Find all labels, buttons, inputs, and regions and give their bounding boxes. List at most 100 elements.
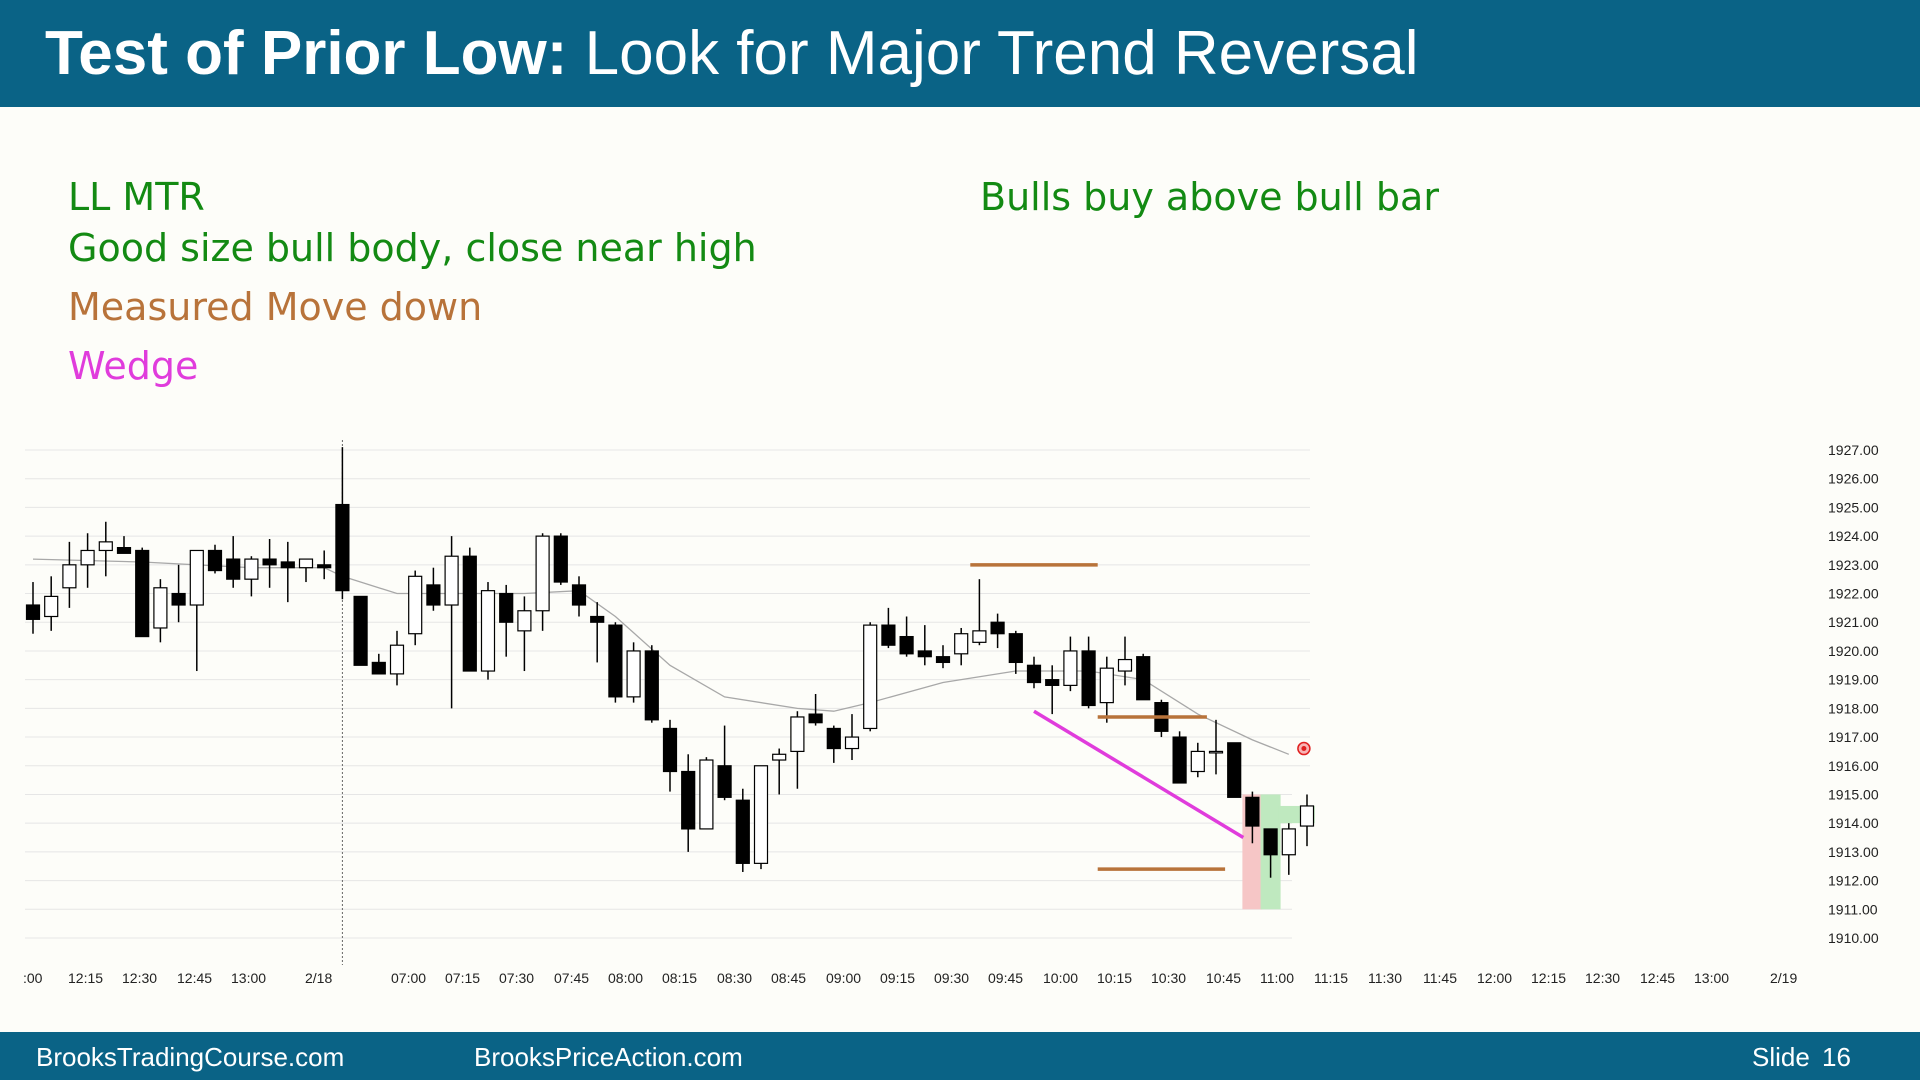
bull-body-note: Good size bull body, close near high (68, 226, 757, 270)
bear-candle (262, 538, 277, 588)
bear-candle (462, 547, 477, 672)
candle-body (317, 564, 332, 569)
slide-footer: BrooksTradingCourse.com BrooksPriceActio… (0, 1032, 1920, 1080)
x-tick-label: 08:15 (662, 970, 697, 986)
candle-body (917, 650, 932, 658)
site-link-brookspriceaction[interactable]: BrooksPriceAction.com (474, 1042, 743, 1072)
candle-body (1099, 667, 1114, 704)
x-tick-label: 08:00 (608, 970, 643, 986)
y-tick-label: 1916.00 (1828, 758, 1879, 774)
bear-candle (590, 602, 605, 663)
y-tick-label: 1910.00 (1828, 930, 1879, 946)
candle-body (1299, 805, 1315, 827)
candle-body (863, 624, 878, 730)
x-tick-label: 08:45 (771, 970, 806, 986)
bull-candle (517, 596, 532, 672)
bear-candle (25, 582, 41, 634)
bull-candle (1117, 636, 1133, 686)
bull-candle (44, 576, 59, 631)
candle-body (1136, 656, 1151, 701)
bull-candle (1281, 823, 1296, 875)
candle-body (280, 561, 295, 569)
bear-candle (1136, 653, 1151, 701)
candle-body (335, 503, 350, 592)
bull-candle (1063, 636, 1078, 692)
x-tick-label: 10:45 (1206, 970, 1241, 986)
candle-body (899, 635, 914, 655)
bear-candle (826, 725, 841, 763)
x-tick-label: 2/19 (1770, 970, 1797, 986)
x-tick-label: 10:00 (1043, 970, 1078, 986)
y-tick-label: 1918.00 (1828, 700, 1879, 716)
x-tick-label: :00 (23, 970, 43, 986)
candle-body (644, 650, 659, 721)
y-tick-label: 1921.00 (1828, 614, 1879, 630)
bull-candle (1099, 656, 1114, 723)
candle-body (717, 765, 732, 798)
slide-number: 16 (1822, 1042, 1851, 1072)
wedge-line (1033, 709, 1245, 840)
bear-candle (881, 607, 896, 649)
candle-body (681, 770, 696, 830)
bear-candle (353, 595, 368, 666)
candle-body (1208, 750, 1224, 754)
x-tick-label: 11:45 (1423, 970, 1457, 986)
bear-candle (207, 544, 223, 574)
candle-body (80, 549, 95, 566)
candle-body (408, 575, 423, 635)
candle-body (1281, 828, 1296, 856)
y-tick-label: 1914.00 (1828, 815, 1879, 831)
bear-candle (499, 584, 514, 657)
candle-body (244, 558, 259, 580)
ema-polyline (32, 558, 1290, 755)
title-bold-part: Test of Prior Low: (45, 19, 568, 88)
x-axis-labels: :00 12:15 12:30 12:45 13:00 2/18 07:00 07:15 07:… (23, 970, 1797, 986)
x-tick-label: 11:15 (1314, 970, 1348, 986)
bear-candle (426, 567, 441, 611)
bear-candle (681, 754, 696, 852)
bear-candle (1081, 636, 1096, 709)
bull-candle (699, 757, 714, 830)
bull-candle (189, 549, 204, 672)
wedge-trendline (1033, 709, 1311, 840)
candle-body (1263, 828, 1278, 856)
y-tick-label: 1917.00 (1828, 729, 1879, 745)
candle-body (535, 535, 550, 612)
candle-body (62, 564, 77, 589)
bull-candle (753, 765, 769, 870)
bear-candle (1263, 828, 1278, 878)
candle-body (1190, 750, 1205, 773)
candle-body (772, 753, 787, 761)
bear-candle (171, 564, 186, 623)
site-link-brookstradingcourse[interactable]: BrooksTradingCourse.com (36, 1042, 345, 1072)
bear-candle (335, 447, 350, 600)
bull-candle (444, 536, 459, 709)
candle-body (753, 765, 769, 864)
y-tick-label: 1920.00 (1828, 643, 1879, 659)
bull-candle (298, 558, 314, 583)
y-tick-label: 1927.00 (1828, 442, 1879, 458)
candles (25, 447, 1315, 878)
candle-body (553, 535, 568, 583)
candle-body (972, 630, 987, 643)
candle-body (1026, 664, 1042, 684)
bear-candle (917, 625, 932, 666)
y-tick-label: 1924.00 (1828, 528, 1879, 544)
candle-body (808, 713, 823, 724)
x-tick-label: 11:00 (1260, 970, 1294, 986)
bull-candle (62, 541, 77, 608)
measured-move-note: Measured Move down (68, 285, 483, 329)
x-tick-label: 11:30 (1368, 970, 1402, 986)
bear-candle (226, 536, 241, 588)
bull-candle (535, 533, 550, 631)
candle-body (699, 759, 714, 830)
bull-candle (389, 630, 405, 686)
candle-body (25, 604, 41, 620)
bear-candle (899, 616, 914, 657)
candle-body (444, 555, 459, 606)
x-tick-label: 13:00 (1694, 970, 1729, 986)
candle-body (608, 624, 623, 698)
x-tick-label: 07:15 (445, 970, 480, 986)
candle-body (826, 727, 841, 750)
bull-candle (772, 748, 787, 795)
